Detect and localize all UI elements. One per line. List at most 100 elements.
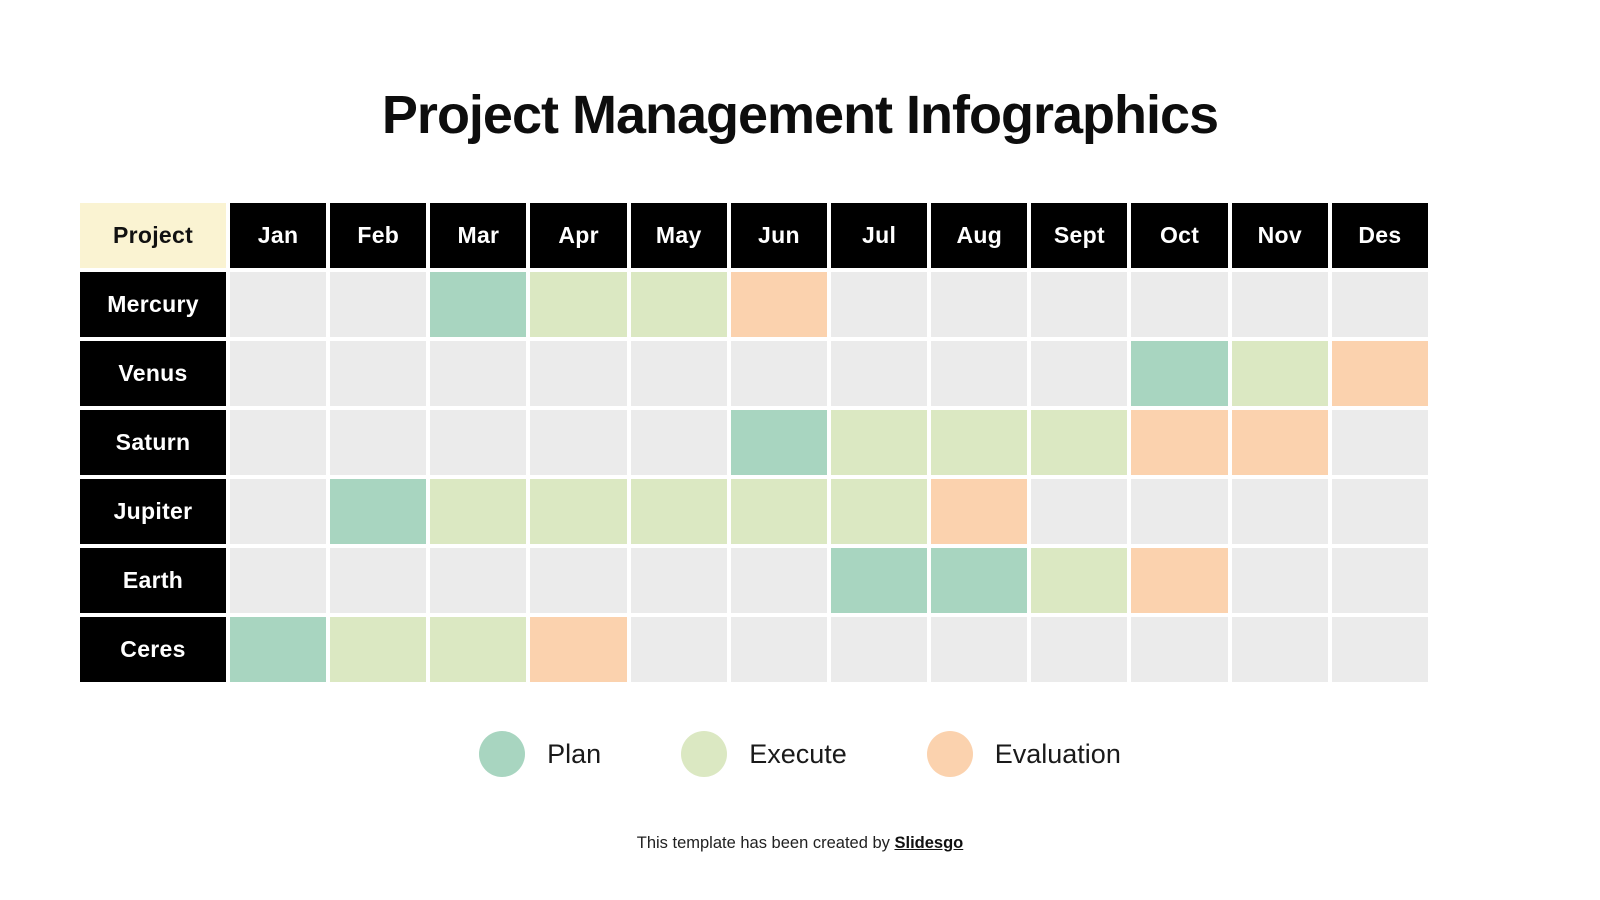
grid-cell-mercury-jan	[230, 272, 327, 337]
grid-cell-mercury-sept	[1031, 272, 1128, 337]
grid-cell-saturn-sept	[1031, 410, 1128, 475]
grid-cell-jupiter-mar	[430, 479, 527, 544]
grid-cell-mercury-may	[630, 272, 727, 337]
grid-cell-earth-jul	[830, 548, 928, 613]
legend-execute-label: Execute	[749, 738, 847, 769]
month-header-mar: Mar	[430, 203, 527, 268]
grid-cell-venus-oct	[1131, 341, 1228, 406]
grid-cell-jupiter-aug	[931, 479, 1028, 544]
grid-cell-saturn-mar	[430, 410, 527, 475]
grid-cell-earth-feb	[330, 548, 427, 613]
grid-cell-saturn-apr	[530, 410, 627, 475]
grid-cell-venus-sept	[1031, 341, 1128, 406]
grid-cell-saturn-feb	[330, 410, 427, 475]
month-header-jun: Jun	[730, 203, 827, 268]
grid-cell-earth-jan	[230, 548, 327, 613]
grid-cell-ceres-des	[1331, 617, 1428, 682]
grid-cell-jupiter-jul	[830, 479, 928, 544]
legend-plan-label: Plan	[547, 738, 602, 769]
grid-cell-venus-mar	[430, 341, 527, 406]
page-title: Project Management Infographics	[381, 85, 1219, 145]
grid-cell-ceres-mar	[430, 617, 527, 682]
grid-cell-earth-may	[630, 548, 727, 613]
grid-cell-ceres-nov	[1231, 617, 1328, 682]
grid-cell-mercury-aug	[931, 272, 1028, 337]
month-header-oct: Oct	[1131, 203, 1228, 268]
month-header-sept: Sept	[1031, 203, 1128, 268]
grid-cell-jupiter-apr	[530, 479, 627, 544]
project-label-ceres: Ceres	[80, 617, 226, 682]
legend-evaluation-label: Evaluation	[994, 738, 1121, 769]
grid-cell-ceres-oct	[1131, 617, 1228, 682]
grid-cell-venus-apr	[530, 341, 627, 406]
legend-item-plan: Plan	[479, 731, 601, 777]
grid-cell-ceres-jun	[730, 617, 827, 682]
month-header-apr: Apr	[530, 203, 627, 268]
grid-cell-venus-jul	[830, 341, 928, 406]
project-label-venus: Venus	[80, 341, 226, 406]
grid-cell-mercury-oct	[1131, 272, 1228, 337]
grid-cell-ceres-sept	[1031, 617, 1128, 682]
grid-cell-mercury-des	[1331, 272, 1428, 337]
grid-cell-jupiter-des	[1331, 479, 1428, 544]
project-label-saturn: Saturn	[80, 410, 226, 475]
grid-cell-mercury-nov	[1231, 272, 1328, 337]
month-header-may: May	[630, 203, 727, 268]
grid-cell-venus-aug	[931, 341, 1028, 406]
month-header-aug: Aug	[931, 203, 1028, 268]
grid-cell-jupiter-jun	[730, 479, 827, 544]
legend: Plan Execute Evaluation	[0, 731, 1600, 777]
grid-cell-jupiter-jan	[230, 479, 327, 544]
grid-cell-mercury-jul	[830, 272, 928, 337]
grid-cell-earth-nov	[1231, 548, 1328, 613]
grid-cell-earth-des	[1331, 548, 1428, 613]
grid-cell-ceres-apr	[530, 617, 627, 682]
grid-cell-earth-sept	[1031, 548, 1128, 613]
grid-cell-jupiter-nov	[1231, 479, 1328, 544]
grid-cell-ceres-feb	[330, 617, 427, 682]
grid-cell-venus-des	[1331, 341, 1428, 406]
grid-cell-saturn-jul	[830, 410, 928, 475]
grid-cell-saturn-jun	[730, 410, 827, 475]
grid-cell-mercury-jun	[730, 272, 827, 337]
grid-cell-earth-oct	[1131, 548, 1228, 613]
grid-cell-ceres-may	[630, 617, 727, 682]
grid-cell-mercury-apr	[530, 272, 627, 337]
month-header-jul: Jul	[830, 203, 928, 268]
grid-cell-earth-aug	[931, 548, 1028, 613]
grid-cell-earth-mar	[430, 548, 527, 613]
grid-cell-venus-jun	[730, 341, 827, 406]
month-header-des: Des	[1331, 203, 1428, 268]
grid-cell-mercury-mar	[430, 272, 527, 337]
grid-cell-ceres-aug	[931, 617, 1028, 682]
month-header-nov: Nov	[1231, 203, 1328, 268]
slidesgo-link[interactable]: Slidesgo	[894, 834, 964, 852]
grid-cell-jupiter-sept	[1031, 479, 1128, 544]
grid-cell-saturn-nov	[1231, 410, 1328, 475]
gantt-table: Project Jan Feb Mar Apr May Jun Jul Aug Sept Oct No…	[80, 203, 1428, 682]
month-header-feb: Feb	[330, 203, 427, 268]
project-label-earth: Earth	[80, 548, 226, 613]
project-label-mercury: Mercury	[80, 272, 226, 337]
grid-cell-ceres-jul	[830, 617, 928, 682]
grid-cell-saturn-oct	[1131, 410, 1228, 475]
grid-cell-saturn-jan	[230, 410, 327, 475]
grid-cell-venus-may	[630, 341, 727, 406]
grid-cell-mercury-feb	[330, 272, 427, 337]
grid-cell-jupiter-oct	[1131, 479, 1228, 544]
grid-cell-jupiter-feb	[330, 479, 427, 544]
grid-cell-saturn-may	[630, 410, 727, 475]
grid-cell-earth-apr	[530, 548, 627, 613]
month-header-jan: Jan	[230, 203, 327, 268]
grid-cell-venus-nov	[1231, 341, 1328, 406]
grid-cell-saturn-aug	[931, 410, 1028, 475]
grid-cell-venus-feb	[330, 341, 427, 406]
legend-plan-swatch-icon	[479, 731, 526, 777]
legend-item-execute: Execute	[681, 731, 847, 777]
grid-cell-jupiter-may	[630, 479, 727, 544]
grid-cell-ceres-jan	[230, 617, 327, 682]
grid-cell-saturn-des	[1331, 410, 1428, 475]
corner-header-cell: Project	[80, 203, 226, 268]
project-label-jupiter: Jupiter	[80, 479, 226, 544]
grid-cell-venus-jan	[230, 341, 327, 406]
